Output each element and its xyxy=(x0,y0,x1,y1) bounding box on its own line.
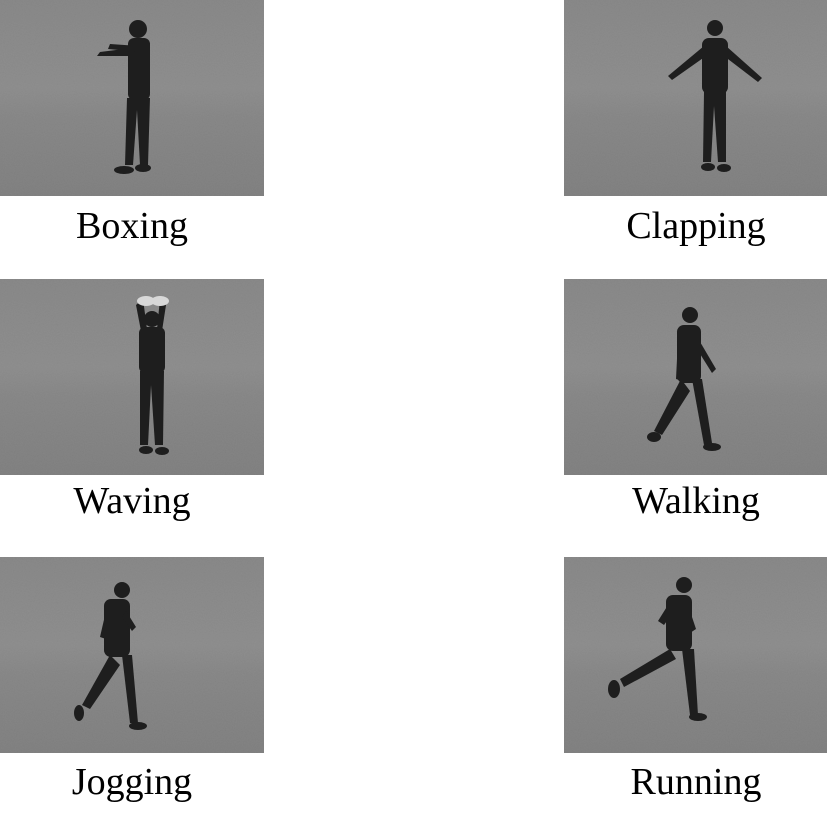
action-cell-waving: Waving xyxy=(0,279,264,544)
person-clapping xyxy=(668,20,762,172)
jogging-frame xyxy=(0,557,264,753)
action-cell-clapping: Clapping xyxy=(564,0,827,265)
boxing-frame xyxy=(0,0,264,196)
action-label: Boxing xyxy=(76,205,188,247)
action-cell-jogging: Jogging xyxy=(0,557,264,822)
action-label: Jogging xyxy=(71,761,193,803)
person-running xyxy=(608,577,707,721)
clapping-photo xyxy=(564,0,827,196)
person-jogging xyxy=(74,582,147,730)
clapping-frame xyxy=(564,0,827,196)
running-photo xyxy=(564,557,827,753)
waving-frame xyxy=(0,279,264,475)
boxing-photo xyxy=(0,0,264,196)
waving-photo xyxy=(0,279,264,475)
walking-frame xyxy=(564,279,827,475)
action-label: Waving xyxy=(73,480,191,522)
person-walking xyxy=(647,307,721,451)
walking-photo xyxy=(564,279,827,475)
person-waving xyxy=(136,296,169,455)
running-frame xyxy=(564,557,827,753)
person-boxing xyxy=(97,20,151,174)
action-label: Running xyxy=(630,761,762,803)
jogging-photo xyxy=(0,557,264,753)
action-cell-walking: Walking xyxy=(564,279,827,544)
action-label: Clapping xyxy=(626,205,766,247)
action-label: Walking xyxy=(632,480,760,522)
action-cell-running: Running xyxy=(564,557,827,822)
action-cell-boxing: Boxing xyxy=(0,0,264,265)
